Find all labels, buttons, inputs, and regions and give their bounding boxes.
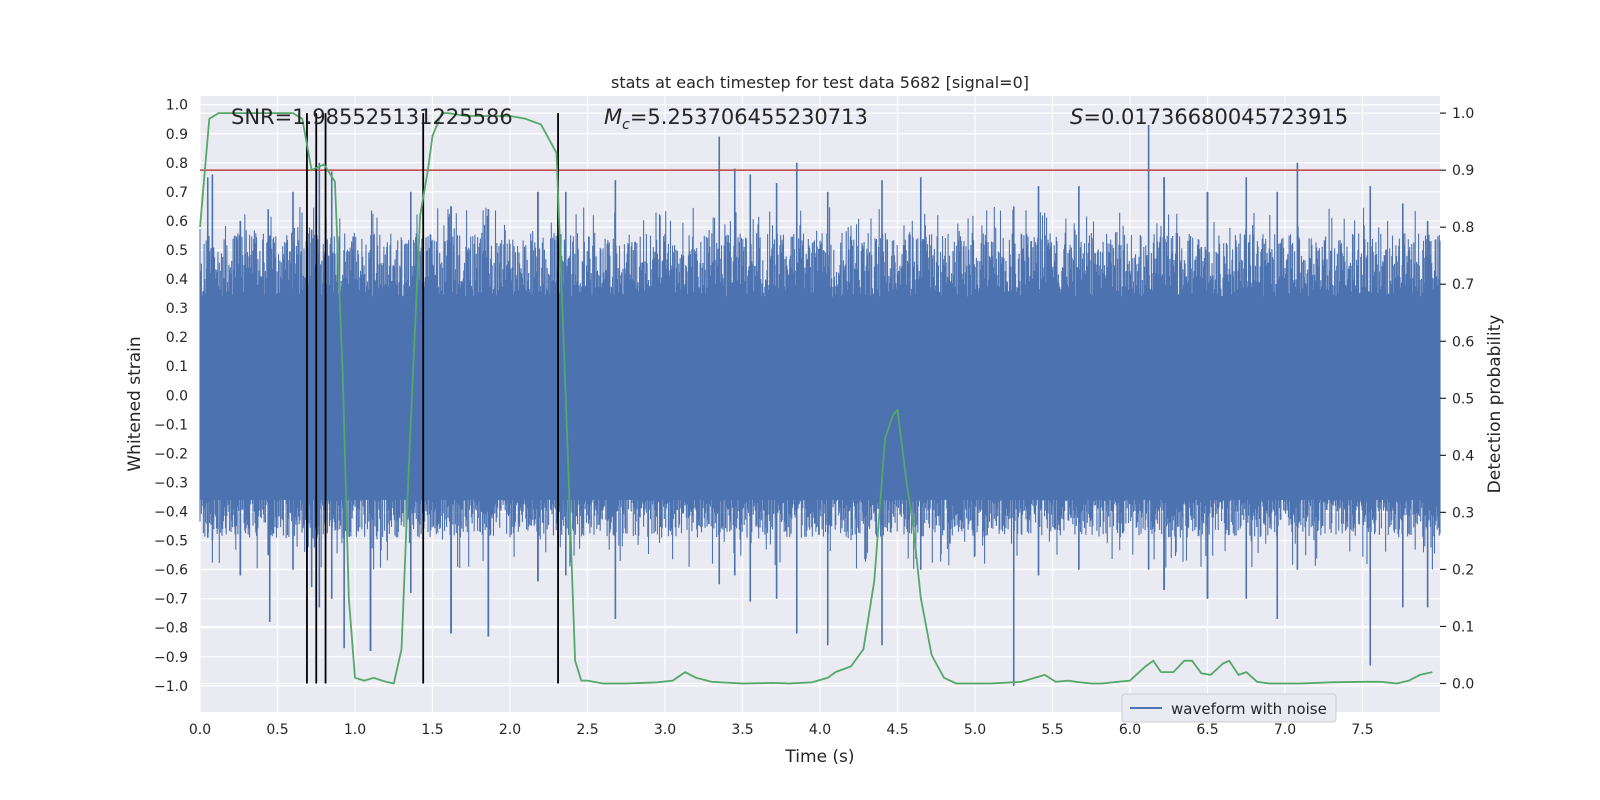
left-y-tick-label: −0.5 bbox=[154, 534, 188, 550]
x-tick-label: 5.0 bbox=[964, 722, 986, 738]
left-y-tick-label: 0.0 bbox=[166, 388, 188, 404]
right-y-tick-label: 0.2 bbox=[1452, 562, 1474, 578]
left-y-tick-label: 0.8 bbox=[166, 156, 188, 172]
left-y-tick-label: 1.0 bbox=[166, 98, 188, 114]
left-y-tick-label: 0.7 bbox=[166, 185, 188, 201]
right-y-tick-labels: 0.0 0.1 0.2 0.3 0.4 0.5 0.6 0.7 0.8 0.9 1.0 bbox=[1440, 106, 1474, 692]
right-y-tick-label: 0.0 bbox=[1452, 676, 1474, 692]
right-y-tick-label: 0.8 bbox=[1452, 220, 1474, 236]
x-tick-label: 4.5 bbox=[886, 722, 908, 738]
s-symbol: S bbox=[1070, 105, 1083, 129]
chirp-mass-value: =5.253706455230713 bbox=[630, 105, 868, 129]
snr-annotation: SNR=1.985525131225586 bbox=[231, 105, 513, 129]
x-tick-label: 3.5 bbox=[731, 722, 753, 738]
waveform-series bbox=[199, 125, 1441, 686]
x-tick-label: 3.0 bbox=[654, 722, 676, 738]
x-tick-label: 0.5 bbox=[266, 722, 288, 738]
legend-box bbox=[1121, 693, 1337, 723]
right-y-tick-label: 0.4 bbox=[1452, 448, 1474, 464]
left-y-tick-label: 0.5 bbox=[166, 243, 188, 259]
detection-probability-line bbox=[199, 112, 1433, 685]
detection-probability-series bbox=[199, 112, 1433, 685]
left-y-tick-label: −0.8 bbox=[154, 621, 188, 637]
left-y-tick-label: 0.6 bbox=[166, 214, 188, 230]
s-value: =0.01736680045723915 bbox=[1083, 105, 1348, 129]
chirp-mass-subscript: c bbox=[622, 117, 630, 133]
x-tick-label: 7.0 bbox=[1274, 722, 1296, 738]
left-y-tick-label: 0.2 bbox=[166, 330, 188, 346]
right-y-tick-label: 0.6 bbox=[1452, 334, 1474, 350]
left-y-tick-label: −0.2 bbox=[154, 446, 188, 462]
right-y-tick-label: 0.3 bbox=[1452, 505, 1474, 521]
x-tick-labels: 0.0 0.5 1.0 1.5 2.0 2.5 3.0 3.5 4.0 4.5 5.0 5.5 6.0 6… bbox=[189, 722, 1374, 738]
x-axis-label: Time (s) bbox=[784, 747, 854, 767]
legend-label: waveform with noise bbox=[1171, 700, 1327, 718]
x-tick-label: 4.0 bbox=[809, 722, 831, 738]
x-tick-label: 0.0 bbox=[189, 722, 211, 738]
x-tick-label: 5.5 bbox=[1041, 722, 1063, 738]
legend: waveform with noise bbox=[1121, 693, 1337, 723]
left-y-tick-label: −0.9 bbox=[154, 650, 188, 666]
right-y-axis-label: Detection probability bbox=[1485, 315, 1505, 494]
right-y-tick-label: 0.5 bbox=[1452, 391, 1474, 407]
x-tick-label: 1.5 bbox=[421, 722, 443, 738]
x-tick-label: 6.5 bbox=[1196, 722, 1218, 738]
left-y-tick-label: −0.4 bbox=[154, 505, 188, 521]
left-y-tick-label: 0.1 bbox=[166, 359, 188, 375]
right-y-tick-label: 0.1 bbox=[1452, 619, 1474, 635]
left-y-tick-label: −1.0 bbox=[154, 679, 188, 695]
x-tick-label: 1.0 bbox=[344, 722, 366, 738]
chart-title: stats at each timestep for test data 568… bbox=[611, 73, 1029, 92]
right-y-tick-label: 0.7 bbox=[1452, 277, 1474, 293]
left-y-tick-label: 0.4 bbox=[166, 272, 188, 288]
left-y-tick-label: 0.3 bbox=[166, 301, 188, 317]
chirp-mass-symbol: M bbox=[604, 105, 622, 129]
left-y-tick-labels: −1.0 −0.9 −0.8 −0.7 −0.6 −0.5 −0.4 −0.3 −0.2 −0.1… bbox=[154, 98, 188, 695]
left-y-tick-label: 0.9 bbox=[166, 127, 188, 143]
right-y-tick-label: 1.0 bbox=[1452, 106, 1474, 122]
right-y-tick-label: 0.9 bbox=[1452, 163, 1474, 179]
x-tick-label: 7.5 bbox=[1351, 722, 1373, 738]
x-tick-label: 6.0 bbox=[1119, 722, 1141, 738]
left-y-tick-label: −0.7 bbox=[154, 592, 188, 608]
left-y-tick-label: −0.3 bbox=[154, 475, 188, 491]
chirp-mass-annotation: Mc=5.253706455230713 bbox=[604, 105, 868, 133]
x-tick-label: 2.5 bbox=[576, 722, 598, 738]
left-y-axis-label: Whitened strain bbox=[125, 336, 145, 471]
s-annotation: S=0.01736680045723915 bbox=[1070, 105, 1348, 129]
x-tick-label: 2.0 bbox=[499, 722, 521, 738]
left-y-tick-label: −0.1 bbox=[154, 417, 188, 433]
left-y-tick-label: −0.6 bbox=[154, 563, 188, 579]
